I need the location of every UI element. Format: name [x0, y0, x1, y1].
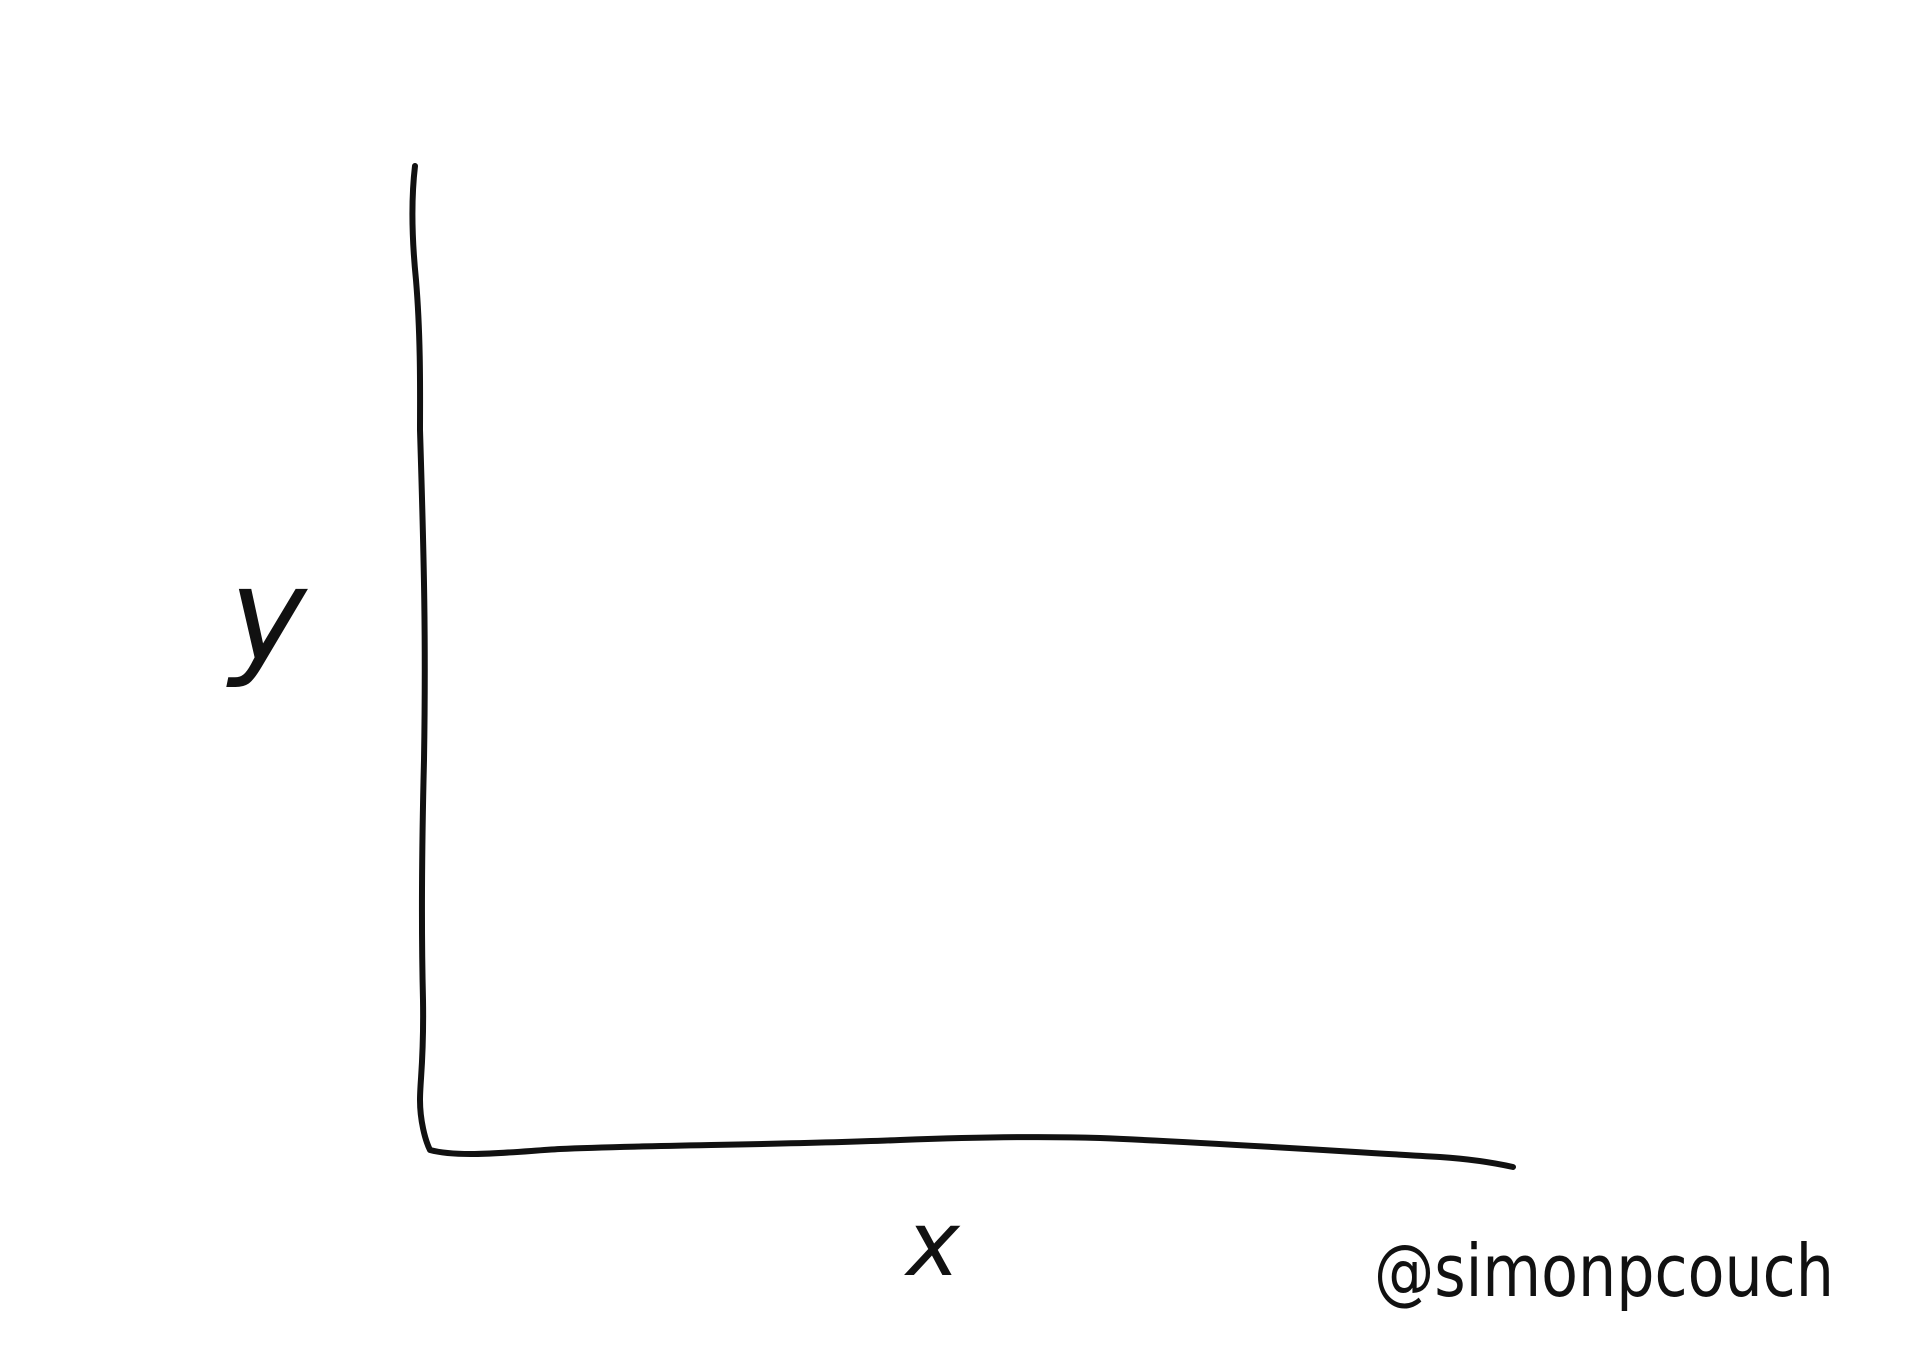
- axes: [409, 163, 1516, 1170]
- x-axis-label: x: [903, 1192, 961, 1297]
- credit: @simonpcouch: [1374, 1229, 1834, 1313]
- y-axis-label: y: [226, 539, 309, 691]
